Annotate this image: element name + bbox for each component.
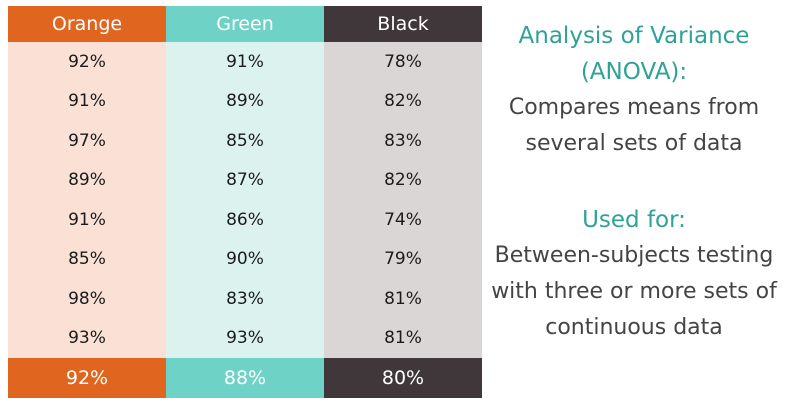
table-cell: 91% [226,51,264,72]
table-cell: 98% [68,288,106,309]
table-cell: 81% [384,328,422,349]
table-cell: 82% [384,91,422,112]
column-black: Black 78% 82% 83% 82% 74% 79% 81% 81% 80… [324,6,482,398]
table-cell: 87% [226,170,264,191]
table-cell: 91% [68,91,106,112]
anova-description-line2: several sets of data [525,131,743,156]
table-cell: 79% [384,249,422,270]
table-cell: 85% [226,130,264,151]
anova-definition: Analysis of Variance (ANOVA): Compares m… [484,18,784,162]
table-cell: 93% [226,328,264,349]
usage-line1: Between-subjects testing [494,243,774,268]
column-header-black: Black [324,6,482,42]
table-cell: 90% [226,249,264,270]
table-cell: 81% [384,288,422,309]
column-header-green: Green [166,6,324,42]
anova-usage: Used for: Between-subjects testing with … [484,202,784,346]
column-green: Green 91% 89% 85% 87% 86% 90% 83% 93% 88… [166,6,324,398]
table-cell: 82% [384,170,422,191]
usage-line3: continuous data [545,315,723,340]
table-cell: 83% [226,288,264,309]
table-cell: 85% [68,249,106,270]
anova-title-line1: Analysis of Variance [518,23,750,49]
anova-description-line1: Compares means from [508,95,760,120]
table-cell: 93% [68,328,106,349]
column-mean-black: 80% [324,358,482,398]
column-orange: Orange 92% 91% 97% 89% 91% 85% 98% 93% 9… [8,6,166,398]
usage-line2: with three or more sets of [491,279,777,304]
column-mean-orange: 92% [8,358,166,398]
table-cell: 89% [68,170,106,191]
table-cell: 97% [68,130,106,151]
column-mean-green: 88% [166,358,324,398]
column-cells-orange: 92% 91% 97% 89% 91% 85% 98% 93% [8,42,166,358]
column-header-orange: Orange [8,6,166,42]
table-cell: 89% [226,91,264,112]
column-cells-green: 91% 89% 85% 87% 86% 90% 83% 93% [166,42,324,358]
table-cell: 78% [384,51,422,72]
data-table: Orange 92% 91% 97% 89% 91% 85% 98% 93% 9… [8,6,482,398]
column-cells-black: 78% 82% 83% 82% 74% 79% 81% 81% [324,42,482,358]
table-cell: 92% [68,51,106,72]
used-for-heading: Used for: [582,207,686,233]
table-cell: 86% [226,209,264,230]
table-cell: 74% [384,209,422,230]
anova-title-line2: (ANOVA): [580,59,688,85]
table-cell: 91% [68,209,106,230]
table-cell: 83% [384,130,422,151]
